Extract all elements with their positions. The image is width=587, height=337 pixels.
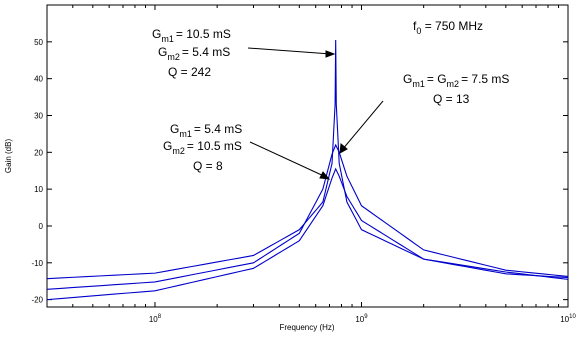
curve2-gm-label: Gm1 = Gm2 = 7.5 mS: [403, 72, 509, 89]
curve3-gm2-label: Gm2 = 10.5 mS: [163, 139, 242, 156]
curve1-gm1-label: Gm1 = 10.5 mS: [152, 27, 231, 44]
curve2-gm-value: = 7.5 mS: [461, 72, 509, 86]
series-line-1: [46, 39, 569, 280]
arrowhead-curve2: [339, 143, 348, 154]
g-symbol: G: [403, 72, 412, 86]
arrow-curve3: [249, 141, 327, 178]
m2-subscript: m2: [447, 79, 460, 89]
g-symbol: G: [158, 45, 167, 59]
f0-subscript: 0: [416, 26, 421, 36]
g-symbol: G: [163, 139, 172, 153]
y-tick-label: 40: [34, 75, 43, 84]
x-axis-title: Frequency (Hz): [279, 323, 334, 332]
x-tick-label: 1010: [560, 314, 576, 324]
arrow-curve1: [247, 47, 332, 55]
arrowhead-curve1: [325, 50, 336, 58]
x-tick-label: 108: [149, 314, 162, 324]
arrowhead-curve3: [319, 171, 331, 180]
series-line-2: [46, 143, 569, 290]
y-axis-title: Gain (dB): [4, 139, 13, 174]
y-axis: -20 -10 0 10 20 30 40 50: [31, 38, 568, 305]
y-tick-label: 30: [34, 111, 43, 120]
f0-value: = 750 MHz: [421, 19, 483, 33]
y-tick-label: 20: [34, 148, 43, 157]
x-tick-label: 109: [355, 314, 368, 324]
y-tick-label: 50: [34, 38, 43, 47]
y-tick-label: 0: [39, 222, 44, 231]
m1-subscript: m1: [179, 129, 192, 139]
plot-area: [46, 4, 569, 308]
curve3-gm2-value: = 10.5 mS: [187, 139, 242, 153]
curve3-gm1-value: = 5.4 mS: [194, 122, 242, 136]
g-symbol: G: [170, 122, 179, 136]
x-axis: 108 109 1010: [46, 5, 576, 324]
curve2-q-label: Q = 13: [433, 92, 470, 106]
arrow-curve2: [341, 100, 384, 151]
curve2-eq: = G: [427, 72, 447, 86]
m1-subscript: m1: [412, 79, 425, 89]
curve1-q-label: Q = 242: [168, 65, 211, 79]
annotation-arrows: [247, 47, 384, 180]
curve3-q-label: Q = 8: [193, 159, 223, 173]
m2-subscript: m2: [167, 52, 180, 62]
curve1-gm2-label: Gm2 = 5.4 mS: [158, 45, 230, 62]
series-line-3: [46, 167, 569, 301]
m2-subscript: m2: [172, 146, 185, 156]
m1-subscript: m1: [161, 34, 174, 44]
y-tick-label: 10: [34, 185, 43, 194]
f0-annotation: f0 = 750 MHz: [413, 19, 483, 36]
series-lines: [46, 39, 569, 301]
curve1-gm2-value: = 5.4 mS: [182, 45, 230, 59]
curve3-gm1-label: Gm1 = 5.4 mS: [170, 122, 242, 139]
y-tick-label: -10: [31, 259, 43, 268]
curve1-gm1-value: = 10.5 mS: [176, 27, 231, 41]
g-symbol: G: [152, 27, 161, 41]
f0-symbol: f: [413, 19, 417, 33]
y-tick-label: -20: [31, 296, 43, 305]
